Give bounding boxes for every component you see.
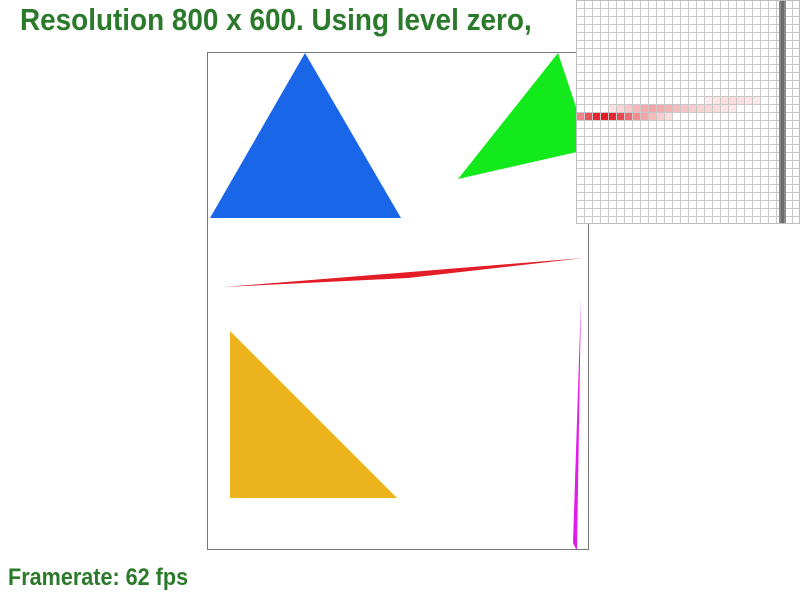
zoom-pixel <box>744 96 752 104</box>
zoom-pixel <box>616 112 624 120</box>
zoom-pixel <box>624 104 632 112</box>
zoom-pixel <box>664 104 672 112</box>
zoom-pixel <box>616 104 624 112</box>
zoom-dark-column-core <box>781 0 784 224</box>
zoom-pixel <box>648 112 656 120</box>
zoom-pixel <box>728 104 736 112</box>
zoom-pixel <box>632 104 640 112</box>
render-viewport[interactable] <box>207 52 589 550</box>
zoom-pixel <box>672 104 680 112</box>
zoom-pixel <box>704 96 712 104</box>
render-canvas <box>210 53 588 549</box>
zoom-pixel <box>696 104 704 112</box>
zoom-grid-lines <box>576 0 800 224</box>
zoom-pixel <box>712 96 720 104</box>
red-thin-triangle <box>224 258 584 287</box>
orange-triangle <box>230 331 397 498</box>
zoom-cells <box>576 96 760 120</box>
zoom-pixel <box>680 104 688 112</box>
zoom-pixel <box>664 112 672 120</box>
zoom-pixel <box>728 96 736 104</box>
zoom-pixel <box>592 112 600 120</box>
blue-triangle <box>210 53 401 218</box>
zoom-pixel <box>688 104 696 112</box>
pixel-zoom-inspector <box>576 0 800 224</box>
zoom-pixel <box>608 104 616 112</box>
zoom-pixel <box>656 112 664 120</box>
framerate-label: Framerate: 62 fps <box>8 564 189 591</box>
zoom-pixel <box>720 104 728 112</box>
resolution-label: Resolution 800 x 600. Using level zero, <box>20 2 532 37</box>
zoom-pixel <box>576 112 584 120</box>
zoom-pixel <box>600 112 608 120</box>
zoom-pixel <box>584 112 592 120</box>
green-triangle <box>458 53 588 179</box>
zoom-pixel <box>720 96 728 104</box>
zoom-pixel <box>704 104 712 112</box>
zoom-pixel <box>648 104 656 112</box>
zoom-pixel <box>712 104 720 112</box>
zoom-pixel <box>632 112 640 120</box>
magenta-sliver-triangle <box>573 298 581 549</box>
zoom-pixel <box>752 96 760 104</box>
zoom-pixel <box>640 112 648 120</box>
zoom-pixel <box>608 112 616 120</box>
zoom-pixel <box>656 104 664 112</box>
zoom-pixel <box>640 104 648 112</box>
zoom-grid <box>576 0 800 224</box>
zoom-pixel <box>736 96 744 104</box>
zoom-pixel <box>624 112 632 120</box>
